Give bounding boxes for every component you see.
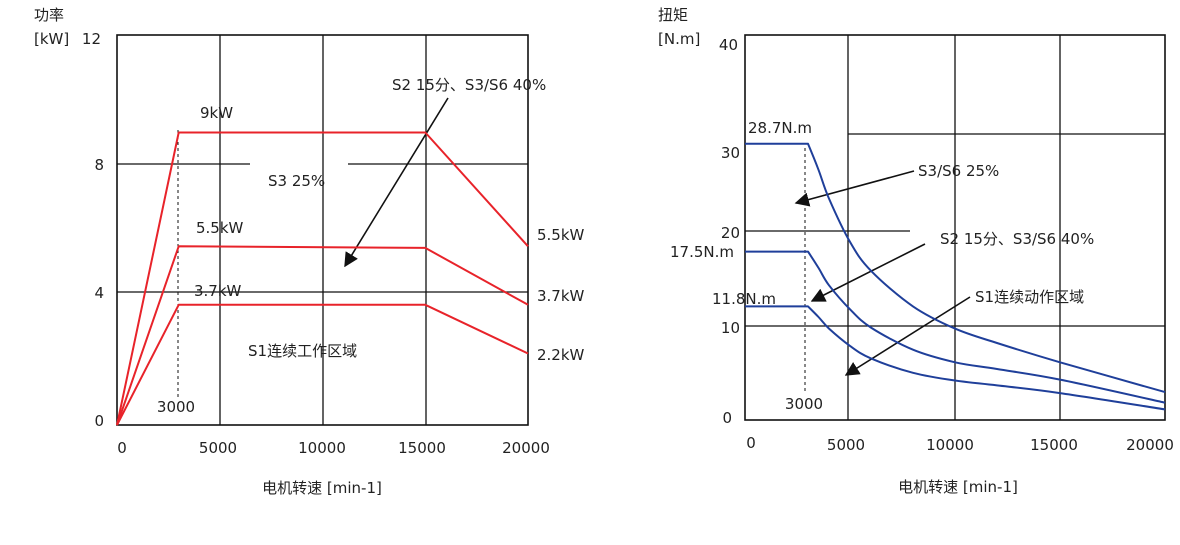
power-grid [117, 35, 528, 425]
power-ytick-0: 0 [94, 412, 104, 430]
torque-annotation-s3: S3/S6 25% [918, 162, 999, 180]
torque-xlabel: 电机转速 [min-1] [898, 478, 1018, 496]
torque-series-line-1 [745, 142, 1166, 394]
power-end-label-5-5kw: 5.5kW [537, 226, 585, 244]
power-ylabel-line1: 功率 [34, 6, 64, 24]
torque-xtick-20000: 20000 [1126, 436, 1174, 454]
power-end-label-2-2kw: 2.2kW [537, 346, 585, 364]
torque-annotation-s1: S1连续动作区域 [975, 288, 1084, 306]
power-xtick-20000: 20000 [502, 439, 550, 457]
torque-series-line-3 [745, 305, 1166, 411]
torque-ytick-30: 30 [721, 144, 740, 162]
torque-xtick-10000: 10000 [926, 436, 974, 454]
power-label-9kw: 9kW [200, 104, 233, 122]
power-ytick-12: 12 [82, 30, 101, 48]
torque-annotation-arrow-s1 [844, 296, 971, 376]
power-xtick-15000: 15000 [398, 439, 446, 457]
torque-grid [745, 35, 1165, 420]
torque-xtick-0: 0 [746, 434, 756, 452]
power-xlabel: 电机转速 [min-1] [262, 479, 382, 497]
power-chart: 功率 [kW] 12 8 4 0 0 5000 10000 15000 2000… [34, 6, 585, 497]
torque-series-line-2 [745, 250, 1166, 404]
power-end-label-3-7kw: 3.7kW [537, 287, 585, 305]
torque-ylabel-line1: 扭矩 [658, 6, 688, 24]
torque-annotation-arrow-s3 [794, 170, 915, 207]
torque-annotation-arrow-s2 [810, 243, 926, 302]
torque-ytick-20: 20 [721, 224, 740, 242]
torque-ytick-10: 10 [721, 319, 740, 337]
torque-plot-frame [744, 34, 1166, 421]
torque-ytick-0: 0 [722, 409, 732, 427]
power-plot-frame [116, 34, 529, 426]
power-ytick-4: 4 [94, 284, 104, 302]
power-base-speed-label: 3000 [157, 398, 195, 416]
power-xtick-10000: 10000 [298, 439, 346, 457]
power-xtick-5000: 5000 [199, 439, 237, 457]
torque-ylabel-line2: [N.m] [658, 30, 700, 48]
torque-base-speed-label: 3000 [785, 395, 823, 413]
torque-xtick-5000: 5000 [827, 436, 865, 454]
power-ylabel-line2: [kW] [34, 30, 69, 48]
torque-annotation-s2: S2 15分、S3/S6 40% [940, 230, 1094, 248]
torque-label-17-5nm: 17.5N.m [670, 243, 734, 261]
power-annotation-arrow [344, 97, 449, 268]
power-ytick-8: 8 [94, 156, 104, 174]
power-annotation-s2: S2 15分、S3/S6 40% [392, 76, 546, 94]
torque-label-11-8nm: 11.8N.m [712, 290, 776, 308]
power-xtick-0: 0 [117, 439, 127, 457]
power-series-line-1 [116, 131, 529, 426]
power-label-3-7kw: 3.7kW [194, 282, 242, 300]
power-series-line-2 [116, 245, 529, 426]
power-annotation-s3: S3 25% [268, 172, 325, 190]
power-series-line-3 [116, 303, 529, 426]
power-annotation-s1: S1连续工作区域 [248, 342, 357, 360]
power-label-5-5kw: 5.5kW [196, 219, 244, 237]
torque-xtick-15000: 15000 [1030, 436, 1078, 454]
torque-ytick-40: 40 [719, 36, 738, 54]
torque-label-28-7nm: 28.7N.m [748, 119, 812, 137]
torque-chart: 扭矩 [N.m] 40 30 20 10 0 0 5000 10000 1500… [658, 6, 1174, 496]
